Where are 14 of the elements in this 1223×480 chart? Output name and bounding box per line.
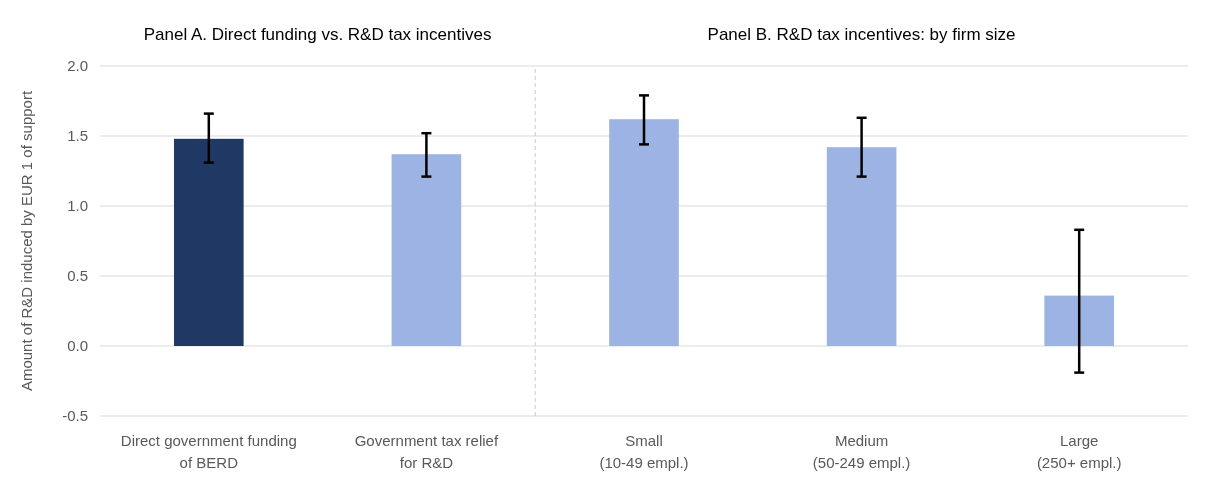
y-axis-title: Amount of R&D induced by EUR 1 of support: [18, 90, 35, 392]
chart-title: Panel B. R&D tax incentives: by firm size: [707, 25, 1016, 44]
chart-title: Panel A. Direct funding vs. R&D tax incentives: [143, 25, 492, 44]
y-tick-label: -0.5: [62, 407, 88, 425]
x-tick-label: Direct government funding of BERD: [120, 432, 297, 471]
y-tick-label: 0.0: [67, 337, 88, 355]
y-tick-label: 2.0: [67, 57, 88, 75]
x-tick-label: Large (250+ empl.): [1036, 432, 1122, 471]
y-tick-label: 0.5: [67, 267, 88, 285]
y-tick-label: 1.0: [67, 197, 88, 215]
y-tick-label: 1.5: [67, 127, 88, 145]
x-tick-label: Government tax relief for R&D: [354, 432, 499, 471]
x-tick-label: Small (10-49 empl.): [599, 432, 689, 471]
x-tick-label: Medium (50-249 empl.): [812, 432, 911, 471]
